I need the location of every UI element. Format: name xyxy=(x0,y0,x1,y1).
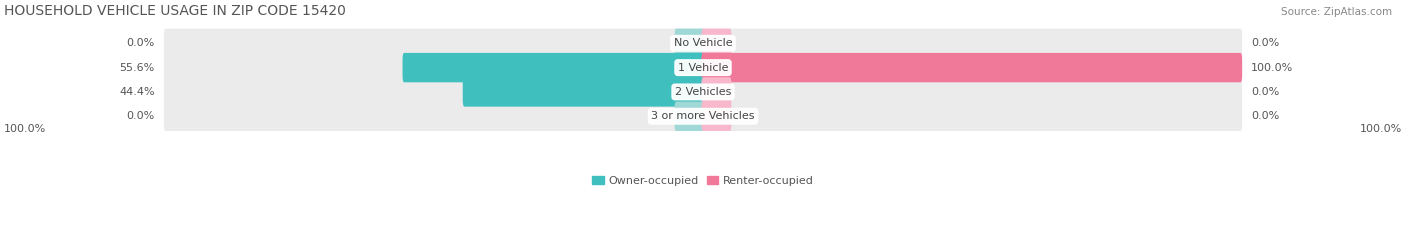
Text: 2 Vehicles: 2 Vehicles xyxy=(675,87,731,97)
Text: 100.0%: 100.0% xyxy=(4,124,46,134)
FancyBboxPatch shape xyxy=(702,102,731,131)
Text: 100.0%: 100.0% xyxy=(1360,124,1402,134)
Legend: Owner-occupied, Renter-occupied: Owner-occupied, Renter-occupied xyxy=(588,171,818,190)
FancyBboxPatch shape xyxy=(165,53,1241,82)
Text: 0.0%: 0.0% xyxy=(127,111,155,121)
Text: 0.0%: 0.0% xyxy=(1251,38,1279,48)
Text: 0.0%: 0.0% xyxy=(127,38,155,48)
Text: No Vehicle: No Vehicle xyxy=(673,38,733,48)
Text: 0.0%: 0.0% xyxy=(1251,111,1279,121)
FancyBboxPatch shape xyxy=(463,77,704,107)
FancyBboxPatch shape xyxy=(165,77,1241,107)
FancyBboxPatch shape xyxy=(702,53,1241,82)
FancyBboxPatch shape xyxy=(165,29,1241,58)
Text: 0.0%: 0.0% xyxy=(1251,87,1279,97)
Text: 3 or more Vehicles: 3 or more Vehicles xyxy=(651,111,755,121)
FancyBboxPatch shape xyxy=(675,29,704,58)
Text: 44.4%: 44.4% xyxy=(120,87,155,97)
FancyBboxPatch shape xyxy=(402,53,704,82)
FancyBboxPatch shape xyxy=(165,102,1241,131)
Text: Source: ZipAtlas.com: Source: ZipAtlas.com xyxy=(1281,7,1392,17)
Text: HOUSEHOLD VEHICLE USAGE IN ZIP CODE 15420: HOUSEHOLD VEHICLE USAGE IN ZIP CODE 1542… xyxy=(4,4,346,18)
FancyBboxPatch shape xyxy=(702,29,731,58)
FancyBboxPatch shape xyxy=(675,102,704,131)
Text: 55.6%: 55.6% xyxy=(120,63,155,73)
FancyBboxPatch shape xyxy=(702,77,731,107)
Text: 1 Vehicle: 1 Vehicle xyxy=(678,63,728,73)
Text: 100.0%: 100.0% xyxy=(1251,63,1294,73)
